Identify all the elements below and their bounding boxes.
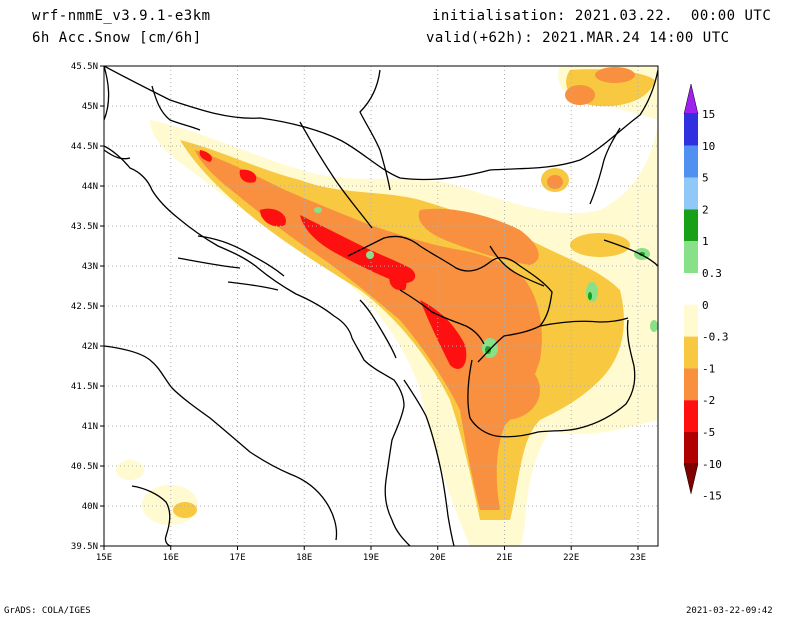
lon-tick-label: 23E [630, 553, 646, 563]
colorbar-level-label: -2 [702, 394, 715, 407]
footer-timestamp: 2021-03-22-09:42 [686, 606, 773, 616]
colorbar-level-label: 10 [702, 140, 715, 153]
colorbar-segment [684, 273, 698, 305]
colorbar-level-label: -10 [702, 458, 722, 471]
valid-time: valid(+62h): 2021.MAR.24 14:00 UTC [426, 30, 730, 46]
lon-tick-label: 21E [496, 553, 512, 563]
colorbar-level-label: 1 [702, 235, 709, 248]
lon-tick-label: 22E [563, 553, 579, 563]
lon-tick-label: 19E [363, 553, 379, 563]
lat-tick-label: 41.5N [71, 382, 98, 392]
lat-tick-label: 45.5N [71, 62, 98, 72]
colorbar-segment [684, 209, 698, 242]
lat-tick-label: 43N [82, 262, 98, 272]
colorbar-segment [684, 368, 698, 401]
colorbar-segment [684, 241, 698, 273]
colorbar-level-label: -0.3 [702, 331, 729, 344]
colorbar-level-label: -15 [702, 490, 722, 503]
lat-tick-label: 41N [82, 422, 98, 432]
lon-tick-label: 15E [96, 553, 112, 563]
colorbar-segment [684, 400, 698, 432]
colorbar-segment [684, 177, 698, 210]
colorbar-level-label: 0.3 [702, 267, 722, 280]
lon-tick-label: 16E [163, 553, 179, 563]
lat-tick-label: 42N [82, 342, 98, 352]
country-borders [104, 66, 658, 546]
lat-tick-label: 40N [82, 502, 98, 512]
footer-credit: GrADS: COLA/IGES [4, 606, 91, 616]
colorbar-level-label: 2 [702, 203, 709, 216]
lon-tick-label: 20E [430, 553, 446, 563]
colorbar-level-label: 5 [702, 172, 709, 185]
coastlines [104, 66, 411, 546]
initialisation-time: initialisation: 2021.03.22. 00:00 UTC [432, 8, 772, 24]
lat-tick-label: 39.5N [71, 542, 98, 552]
colorbar-segment [684, 336, 698, 369]
colorbar-segment [684, 432, 698, 464]
colorbar-level-label: 0 [702, 299, 709, 312]
colorbar-segment [684, 304, 698, 337]
lat-tick-label: 44N [82, 182, 98, 192]
grid-lines [104, 66, 658, 546]
lat-tick-label: 44.5N [71, 142, 98, 152]
colorbar-level-label: -1 [702, 362, 715, 375]
model-title: wrf-nmmE_v3.9.1-e3km [32, 8, 211, 24]
longitude-labels: 15E 16E 17E 18E 19E 20E 21E 22E 23E [96, 546, 646, 563]
lon-tick-label: 17E [229, 553, 245, 563]
lat-tick-label: 42.5N [71, 302, 98, 312]
colorbar-top-arrow [683, 83, 699, 115]
field-title: 6h Acc.Snow [cm/6h] [32, 30, 202, 46]
colorbar-level-label: 15 [702, 108, 715, 121]
lon-tick-label: 18E [296, 553, 312, 563]
colorbar-segment [684, 145, 698, 178]
lat-tick-label: 40.5N [71, 462, 98, 472]
colorbar-level-label: -5 [702, 426, 715, 439]
lat-tick-label: 45N [82, 102, 98, 112]
colorbar-legend: 15 10 5 2 1 0.3 0 -0.3 -1 -2 -5 -10 -15 [683, 83, 729, 503]
colorbar-bottom-arrow [683, 463, 699, 494]
lat-tick-label: 43.5N [71, 222, 98, 232]
colorbar-segment [684, 114, 698, 146]
latitude-labels: 45.5N 45N 44.5N 44N 43.5N 43N 42.5N 42N 41.5N 41N… [71, 62, 104, 552]
